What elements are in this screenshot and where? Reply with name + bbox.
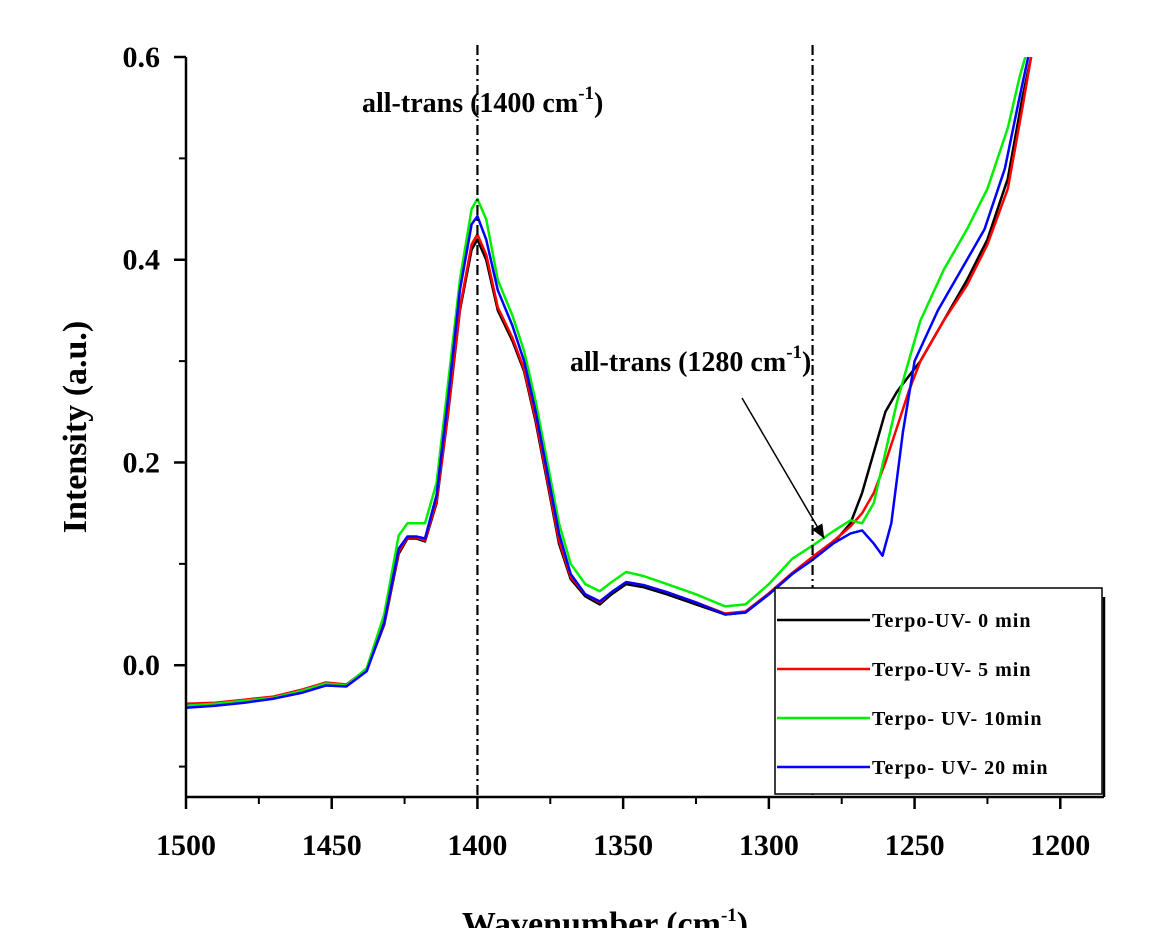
legend-label-1: Terpo-UV- 0 min bbox=[872, 610, 1031, 632]
annotation-arrow-line bbox=[741, 397, 825, 539]
y-tick-label: 0.2 bbox=[123, 446, 161, 479]
annotation-1: all-trans (1400 cm-1) bbox=[362, 83, 603, 119]
annotation-tail: ) bbox=[802, 347, 811, 378]
annotation-sup: -1 bbox=[786, 342, 802, 363]
annotation-text: all-trans (1280 cm bbox=[570, 347, 786, 378]
y-axis-title: Intensity (a.u.) bbox=[57, 321, 94, 534]
series-line-3 bbox=[186, 57, 1027, 708]
annotation-sup: -1 bbox=[578, 83, 594, 104]
y-tick-label: 0.0 bbox=[123, 649, 161, 682]
x-tick-label: 1450 bbox=[302, 829, 362, 862]
legend-label-3: Terpo- UV- 10min bbox=[872, 708, 1042, 730]
legend: Terpo-UV- 0 min Terpo-UV- 5 min Terpo- UV-… bbox=[774, 587, 1103, 795]
x-axis-title-tail: ) bbox=[737, 906, 748, 928]
annotations: all-trans (1400 cm-1)all-trans (1280 cm-… bbox=[362, 83, 825, 539]
annotation-text: all-trans (1400 cm bbox=[362, 88, 578, 119]
x-axis-title: Wavenumber (cm-1) bbox=[462, 905, 748, 928]
annotation-2: all-trans (1280 cm-1) bbox=[570, 342, 811, 378]
legend-box bbox=[774, 587, 1103, 795]
x-tick-label: 1200 bbox=[1030, 829, 1090, 862]
x-axis-title-sup: -1 bbox=[721, 905, 737, 926]
annotation-arrow-head bbox=[811, 523, 825, 539]
x-axis-title-main: Wavenumber (cm bbox=[462, 906, 721, 928]
x-tick-label: 1250 bbox=[885, 829, 945, 862]
series-line-4 bbox=[186, 57, 1030, 710]
x-tick-label: 1350 bbox=[593, 829, 653, 862]
series-layer bbox=[186, 57, 1033, 710]
x-tick-label: 1500 bbox=[156, 829, 216, 862]
reference-lines bbox=[476, 45, 814, 797]
annotation-tail: ) bbox=[594, 88, 603, 119]
y-tick-label: 0.6 bbox=[123, 41, 161, 74]
legend-label-2: Terpo-UV- 5 min bbox=[872, 659, 1031, 681]
y-tick-label: 0.4 bbox=[123, 244, 161, 277]
axes: 1500 1450 1400 1350 1300 1250 1200 0.0 0.2 0.4 0.6… bbox=[57, 41, 1106, 928]
x-tick-label: 1300 bbox=[739, 829, 799, 862]
legend-label-4: Terpo- UV- 20 min bbox=[872, 757, 1048, 779]
x-tick-label: 1400 bbox=[447, 829, 507, 862]
